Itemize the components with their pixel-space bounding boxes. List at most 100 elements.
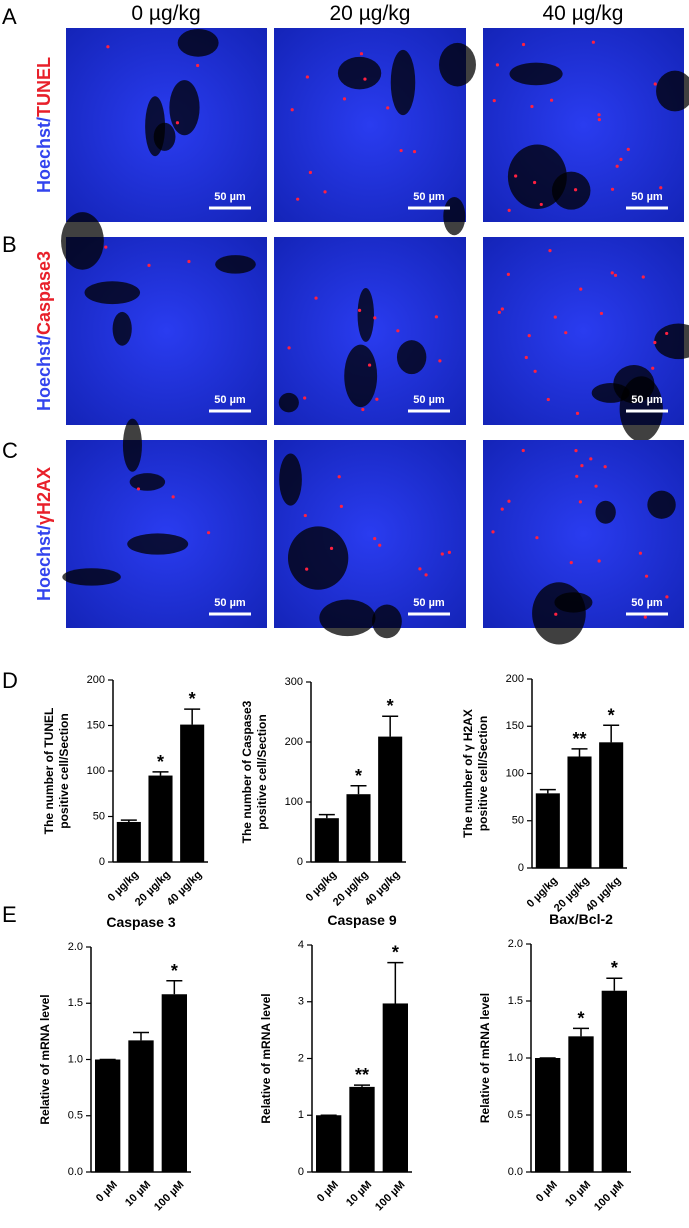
positive-cell [619,157,623,162]
x-tick-label: 0 µM [315,1179,341,1205]
bar [382,1003,408,1172]
lumen [372,604,402,639]
chart-title: Bax/Bcl-2 [549,911,613,927]
positive-cell [303,396,307,400]
significance: * [577,1008,584,1028]
positive-cell [578,500,582,504]
positive-cell [412,149,417,154]
lumen [287,526,349,590]
positive-cell [175,121,180,125]
positive-cell [569,561,573,565]
bar [180,724,205,862]
positive-cell [580,464,584,468]
positive-cell [554,612,558,616]
x-tick-label: 100 µM [152,1179,187,1214]
positive-cell [147,263,151,267]
x-tick-label: 40 µg/kg [584,875,624,915]
positive-cell [196,63,200,68]
positive-cell [575,474,579,478]
micrographs: 50 µm 50 µm 50 µm 50 µm 50 µm 50 µm 50 µm 50 µm… [61,28,689,645]
positive-cell [659,186,663,190]
lumen [278,392,299,413]
y-tick-label: 0 [518,862,524,874]
positive-cell [594,484,598,488]
y-tick-label: 0 [297,856,303,868]
y-tick-label: 0.0 [508,1166,523,1178]
x-tick-label: 40 µg/kg [363,869,403,909]
y-tick-label: 0 [99,856,105,868]
positive-cell [514,174,518,178]
positive-cell [399,148,403,153]
lumen [84,281,141,305]
y-tick-label: 2 [298,1052,304,1064]
y-tick-label: 200 [506,673,524,685]
positive-cell [597,559,601,563]
positive-cell [579,287,583,291]
panel-letter: B [2,232,17,257]
positive-cell [314,296,318,300]
lumen [390,49,416,116]
error-bar [166,980,183,995]
y-axis-label: Relative of mRNA level [478,993,492,1123]
error-bar [152,771,169,776]
y-axis-label: positive cell/Section [255,714,269,829]
lumen [122,418,142,472]
bar [568,1036,594,1172]
lumen [169,80,200,136]
lumen [509,62,563,86]
lumen [112,311,132,346]
error-bar [120,819,137,822]
positive-cell [653,82,657,86]
positive-cell [329,546,334,550]
panel-letter: D [2,668,18,693]
significance: ** [572,729,586,749]
y-tick-label: 1.0 [508,1052,523,1064]
column-header: 0 µg/kg [131,2,200,25]
y-tick-label: 0.5 [508,1109,523,1121]
panel-letter: E [2,902,17,927]
positive-cell [418,567,422,571]
positive-cell [610,187,615,191]
lumen [279,453,302,506]
y-tick-label: 0.5 [68,1110,83,1122]
y-axis-label: The number of Caspase3 [240,700,254,843]
x-tick-label: 100 µM [373,1179,408,1214]
bar [535,1058,561,1172]
column-header: 40 µg/kg [543,2,624,25]
positive-cell [359,52,364,56]
positive-cell [615,164,619,168]
positive-cell [644,574,649,578]
y-tick-label: 200 [87,674,105,686]
y-tick-label: 50 [512,815,524,827]
x-tick-label: 100 µM [592,1179,627,1214]
positive-cell [171,495,175,499]
positive-cell [500,307,504,311]
positive-cell [665,331,669,336]
error-bar [573,1027,589,1037]
bar [346,794,371,862]
error-bar [606,977,623,991]
error-bar [184,708,201,725]
positive-cell [386,106,390,110]
positive-cell [497,310,501,314]
positive-cell [546,397,550,402]
y-tick-label: 0.0 [68,1166,83,1178]
y-axis-label: The number of γ H2AX [461,709,475,838]
error-bar [571,748,588,757]
positive-cell [507,499,511,503]
lumen [319,599,376,637]
positive-cell [597,118,601,122]
positive-cell [373,316,377,320]
positive-cell [638,551,643,555]
positive-cell [507,208,511,212]
positive-cell [438,359,442,363]
positive-cell [492,99,496,103]
positive-cell [574,449,578,453]
bar [601,990,627,1172]
y-tick-label: 4 [298,939,304,951]
positive-cell [187,259,191,264]
lumen [439,42,476,87]
y-tick-label: 100 [87,765,105,777]
lumen [357,288,374,342]
